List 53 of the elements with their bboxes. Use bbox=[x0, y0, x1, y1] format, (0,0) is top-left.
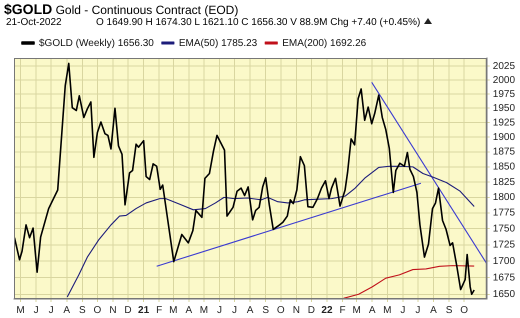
x-tick-label: N bbox=[109, 304, 117, 316]
x-tick-label: J bbox=[48, 304, 54, 316]
y-tick-label: 1875 bbox=[492, 146, 516, 158]
y-tick-label: 1750 bbox=[492, 223, 516, 234]
x-tick-label: J bbox=[415, 304, 420, 316]
x-tick-label: A bbox=[186, 304, 192, 316]
y-tick-label: 1850 bbox=[492, 162, 516, 173]
legend-label: $GOLD (Weekly) 1656.30 bbox=[39, 38, 154, 49]
y-tick-label: 1975 bbox=[492, 88, 516, 100]
x-tick-label: N bbox=[292, 304, 300, 316]
x-tick-label: J bbox=[34, 304, 39, 316]
y-tick-label: 1950 bbox=[492, 102, 516, 114]
text: O 1649.90 H 1674.30 L 1621.10 C 1656.30 V 88.9M Chg +7.40 (+0.45%) bbox=[96, 17, 420, 28]
y-tick-label: 1675 bbox=[492, 272, 516, 284]
x-tick-label: J bbox=[232, 304, 238, 316]
y-tick-label: 1825 bbox=[492, 176, 516, 188]
y-tick-label: 1775 bbox=[492, 208, 516, 219]
x-tick-label: J bbox=[400, 304, 406, 316]
x-tick-label: O bbox=[276, 304, 285, 316]
y-tick-label: 1650 bbox=[492, 289, 516, 300]
x-tick-label: A bbox=[430, 304, 438, 316]
x-tick-label: A bbox=[246, 304, 254, 316]
y-tick-label: 1725 bbox=[492, 240, 516, 251]
x-tick-label: 22 bbox=[321, 304, 333, 316]
x-tick-label: M bbox=[352, 304, 361, 316]
legend-label: EMA(50) 1785.23 bbox=[178, 38, 258, 49]
x-tick-label: M bbox=[200, 304, 208, 316]
x-tick-label: F bbox=[156, 304, 162, 316]
chart-subtitle: Gold - Continuous Contract (EOD) bbox=[56, 3, 238, 17]
y-tick-label: 1925 bbox=[492, 117, 516, 128]
x-tick-label: O bbox=[94, 304, 102, 316]
x-tick-label: S bbox=[446, 304, 453, 316]
y-tick-label: 2025 bbox=[492, 60, 516, 72]
x-tick-label: M bbox=[16, 304, 25, 316]
x-tick-label: D bbox=[308, 304, 316, 316]
x-tick-label: S bbox=[78, 304, 86, 316]
x-tick-label: J bbox=[216, 304, 222, 316]
legend-label: EMA(200) 1692.26 bbox=[282, 38, 367, 49]
x-tick-label: D bbox=[124, 304, 132, 316]
x-tick-label: M bbox=[169, 304, 178, 316]
x-tick-label: F bbox=[340, 304, 346, 316]
y-tick-label: 1900 bbox=[492, 132, 516, 143]
x-tick-label: 21 bbox=[138, 304, 150, 316]
y-tick-label: 1800 bbox=[492, 192, 516, 204]
text: 21-Oct-2022 bbox=[6, 17, 62, 28]
chart-title: $GOLD bbox=[4, 1, 52, 17]
x-tick-label: M bbox=[383, 304, 392, 316]
y-tick-label: 1700 bbox=[492, 256, 516, 267]
x-tick-label: A bbox=[63, 304, 70, 316]
x-tick-label: S bbox=[262, 304, 270, 316]
x-tick-label: A bbox=[368, 304, 376, 316]
y-tick-label: 2000 bbox=[492, 74, 516, 86]
x-tick-label: O bbox=[460, 304, 468, 316]
